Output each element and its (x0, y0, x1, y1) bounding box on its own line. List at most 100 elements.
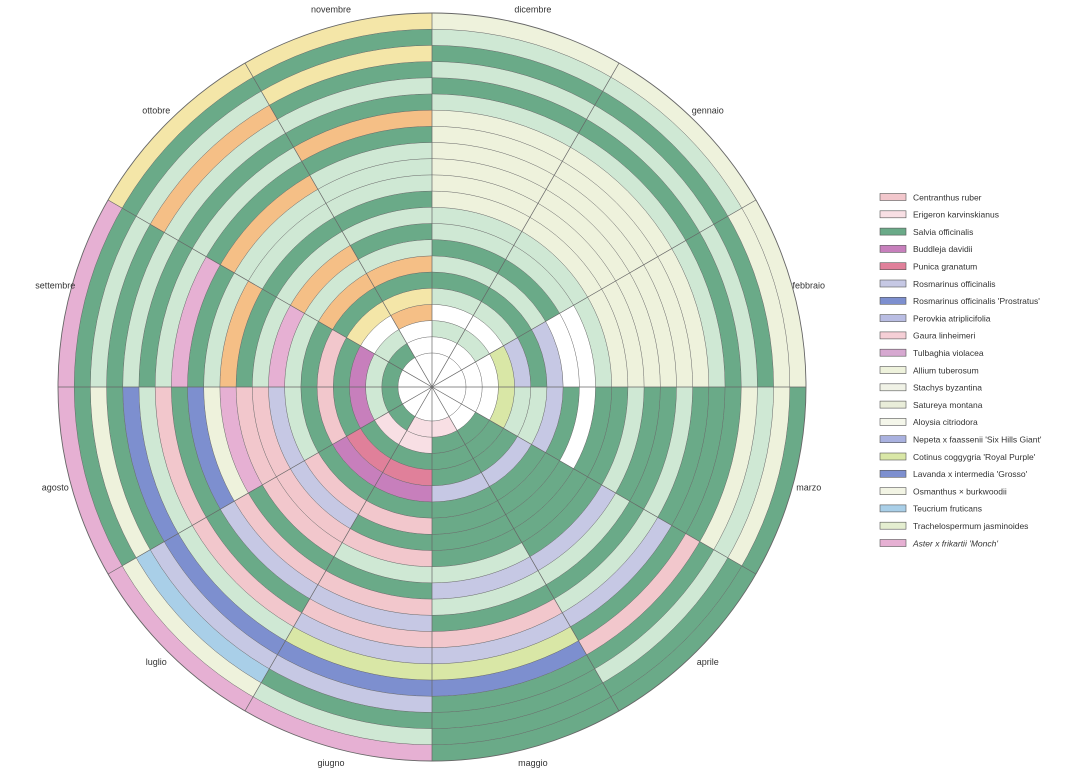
ring-arc (432, 158, 661, 387)
ring-arc (90, 387, 151, 558)
legend-label: Centranthus ruber (913, 192, 982, 202)
month-label: febbraio (792, 280, 825, 290)
ring-arc (432, 239, 560, 322)
legend-swatch (879, 210, 907, 219)
ring-arc (285, 626, 579, 681)
legend-swatch (879, 193, 907, 201)
ring-arc (150, 105, 278, 233)
ring-arc (300, 321, 432, 519)
ring-arc (290, 245, 359, 314)
ring-arc (234, 493, 432, 616)
ring-arc (432, 320, 490, 362)
ring-arc (432, 436, 532, 502)
legend-swatch (879, 366, 907, 374)
legend-label: Buddleja davidii (913, 244, 973, 254)
ring-arc (293, 517, 672, 664)
ring-arc (350, 460, 574, 551)
ring-arc (304, 452, 432, 535)
legend-label: Trachelospermum jasminoides (913, 521, 1028, 531)
ring-arc (90, 91, 270, 387)
ring-arc (699, 387, 758, 550)
ring-arc (521, 387, 628, 557)
legend-label: Gaura linheimeri (913, 331, 975, 341)
legend-label: Nepeta x faassenii 'Six Hills Giant' (913, 434, 1042, 444)
ring-arc (219, 387, 263, 494)
legend-swatch (879, 504, 907, 513)
ring-arc (432, 174, 645, 387)
legend-label: Punica granatum (913, 261, 977, 271)
ring-arc (432, 207, 612, 387)
ring-arc (150, 541, 432, 713)
legend-label: Erigeron karvinskianus (913, 210, 999, 220)
month-spoke (107, 199, 433, 388)
legend-swatch (879, 262, 907, 271)
legend-swatch (879, 383, 907, 392)
ring-arc (220, 175, 318, 273)
ring-arc (594, 387, 774, 683)
ring-arc (360, 420, 504, 470)
month-spoke (431, 386, 757, 575)
ring-arc (432, 428, 518, 486)
ring-arc (432, 142, 677, 387)
ring-arc (432, 288, 531, 437)
ring-arc (432, 126, 693, 387)
legend-swatch (879, 452, 907, 461)
legend-label: Satureya montana (913, 400, 983, 410)
ring-arc (122, 557, 262, 697)
month-spoke (431, 62, 620, 388)
legend-label: Osmanthus × burkwoodii (913, 486, 1007, 496)
month-label: aprile (697, 657, 719, 667)
ring-arc (58, 200, 123, 387)
legend: Centranthus ruber Erigeron karvinskianus S… (879, 192, 1042, 548)
month-labels: dicembre gennaio febbraio marzo aprile maggio… (35, 5, 825, 768)
legend-swatch (879, 521, 907, 530)
month-label: dicembre (514, 5, 551, 15)
ring-arc (432, 557, 742, 745)
ring-arc (304, 239, 432, 322)
ring-arc (301, 598, 563, 648)
legend-swatch (879, 469, 907, 478)
month-label: marzo (796, 482, 821, 492)
ring-arc (318, 255, 432, 330)
ring-arc (615, 387, 661, 502)
ring-arc (248, 484, 432, 600)
ring-arc (432, 444, 546, 519)
legend-label: Cotinus coggygria 'Royal Purple' (913, 452, 1036, 462)
ring-arc (332, 436, 432, 502)
ring-arc (155, 387, 302, 627)
legend-label: Tulbaghia violacea (913, 348, 984, 358)
ring-arc (74, 208, 137, 566)
legend-swatch (879, 487, 907, 495)
ring-arc (432, 77, 742, 542)
ring-arc (171, 256, 221, 387)
ring-arc (578, 533, 700, 655)
ring-arc (657, 387, 709, 526)
ring-arc (432, 110, 709, 388)
ring-arc (155, 147, 302, 387)
legend-swatch (879, 400, 907, 409)
ring-arc (220, 501, 432, 632)
legend-swatch (879, 331, 907, 340)
legend-swatch (879, 296, 907, 305)
legend-swatch (879, 348, 907, 357)
ring-arc (268, 305, 305, 387)
ring-arc (517, 387, 547, 445)
legend-label: Rosmarinus officinalis 'Prostratus' (913, 296, 1040, 306)
ring-arc (248, 174, 432, 290)
ring-arc (381, 343, 415, 431)
ring-arc (432, 541, 714, 713)
month-label: ottobre (142, 106, 170, 116)
month-label: novembre (311, 5, 351, 15)
ring-arc (432, 484, 616, 600)
month-spoke (431, 386, 620, 712)
ring-arc (432, 387, 580, 535)
month-label: agosto (42, 482, 69, 492)
ring-arc (203, 158, 432, 387)
month-spoke (107, 386, 433, 575)
ring-arc (432, 696, 619, 761)
legend-swatch (879, 435, 907, 444)
legend-label: Stachys byzantina (913, 383, 982, 393)
ring-arc (365, 329, 407, 421)
month-label: maggio (518, 758, 548, 768)
